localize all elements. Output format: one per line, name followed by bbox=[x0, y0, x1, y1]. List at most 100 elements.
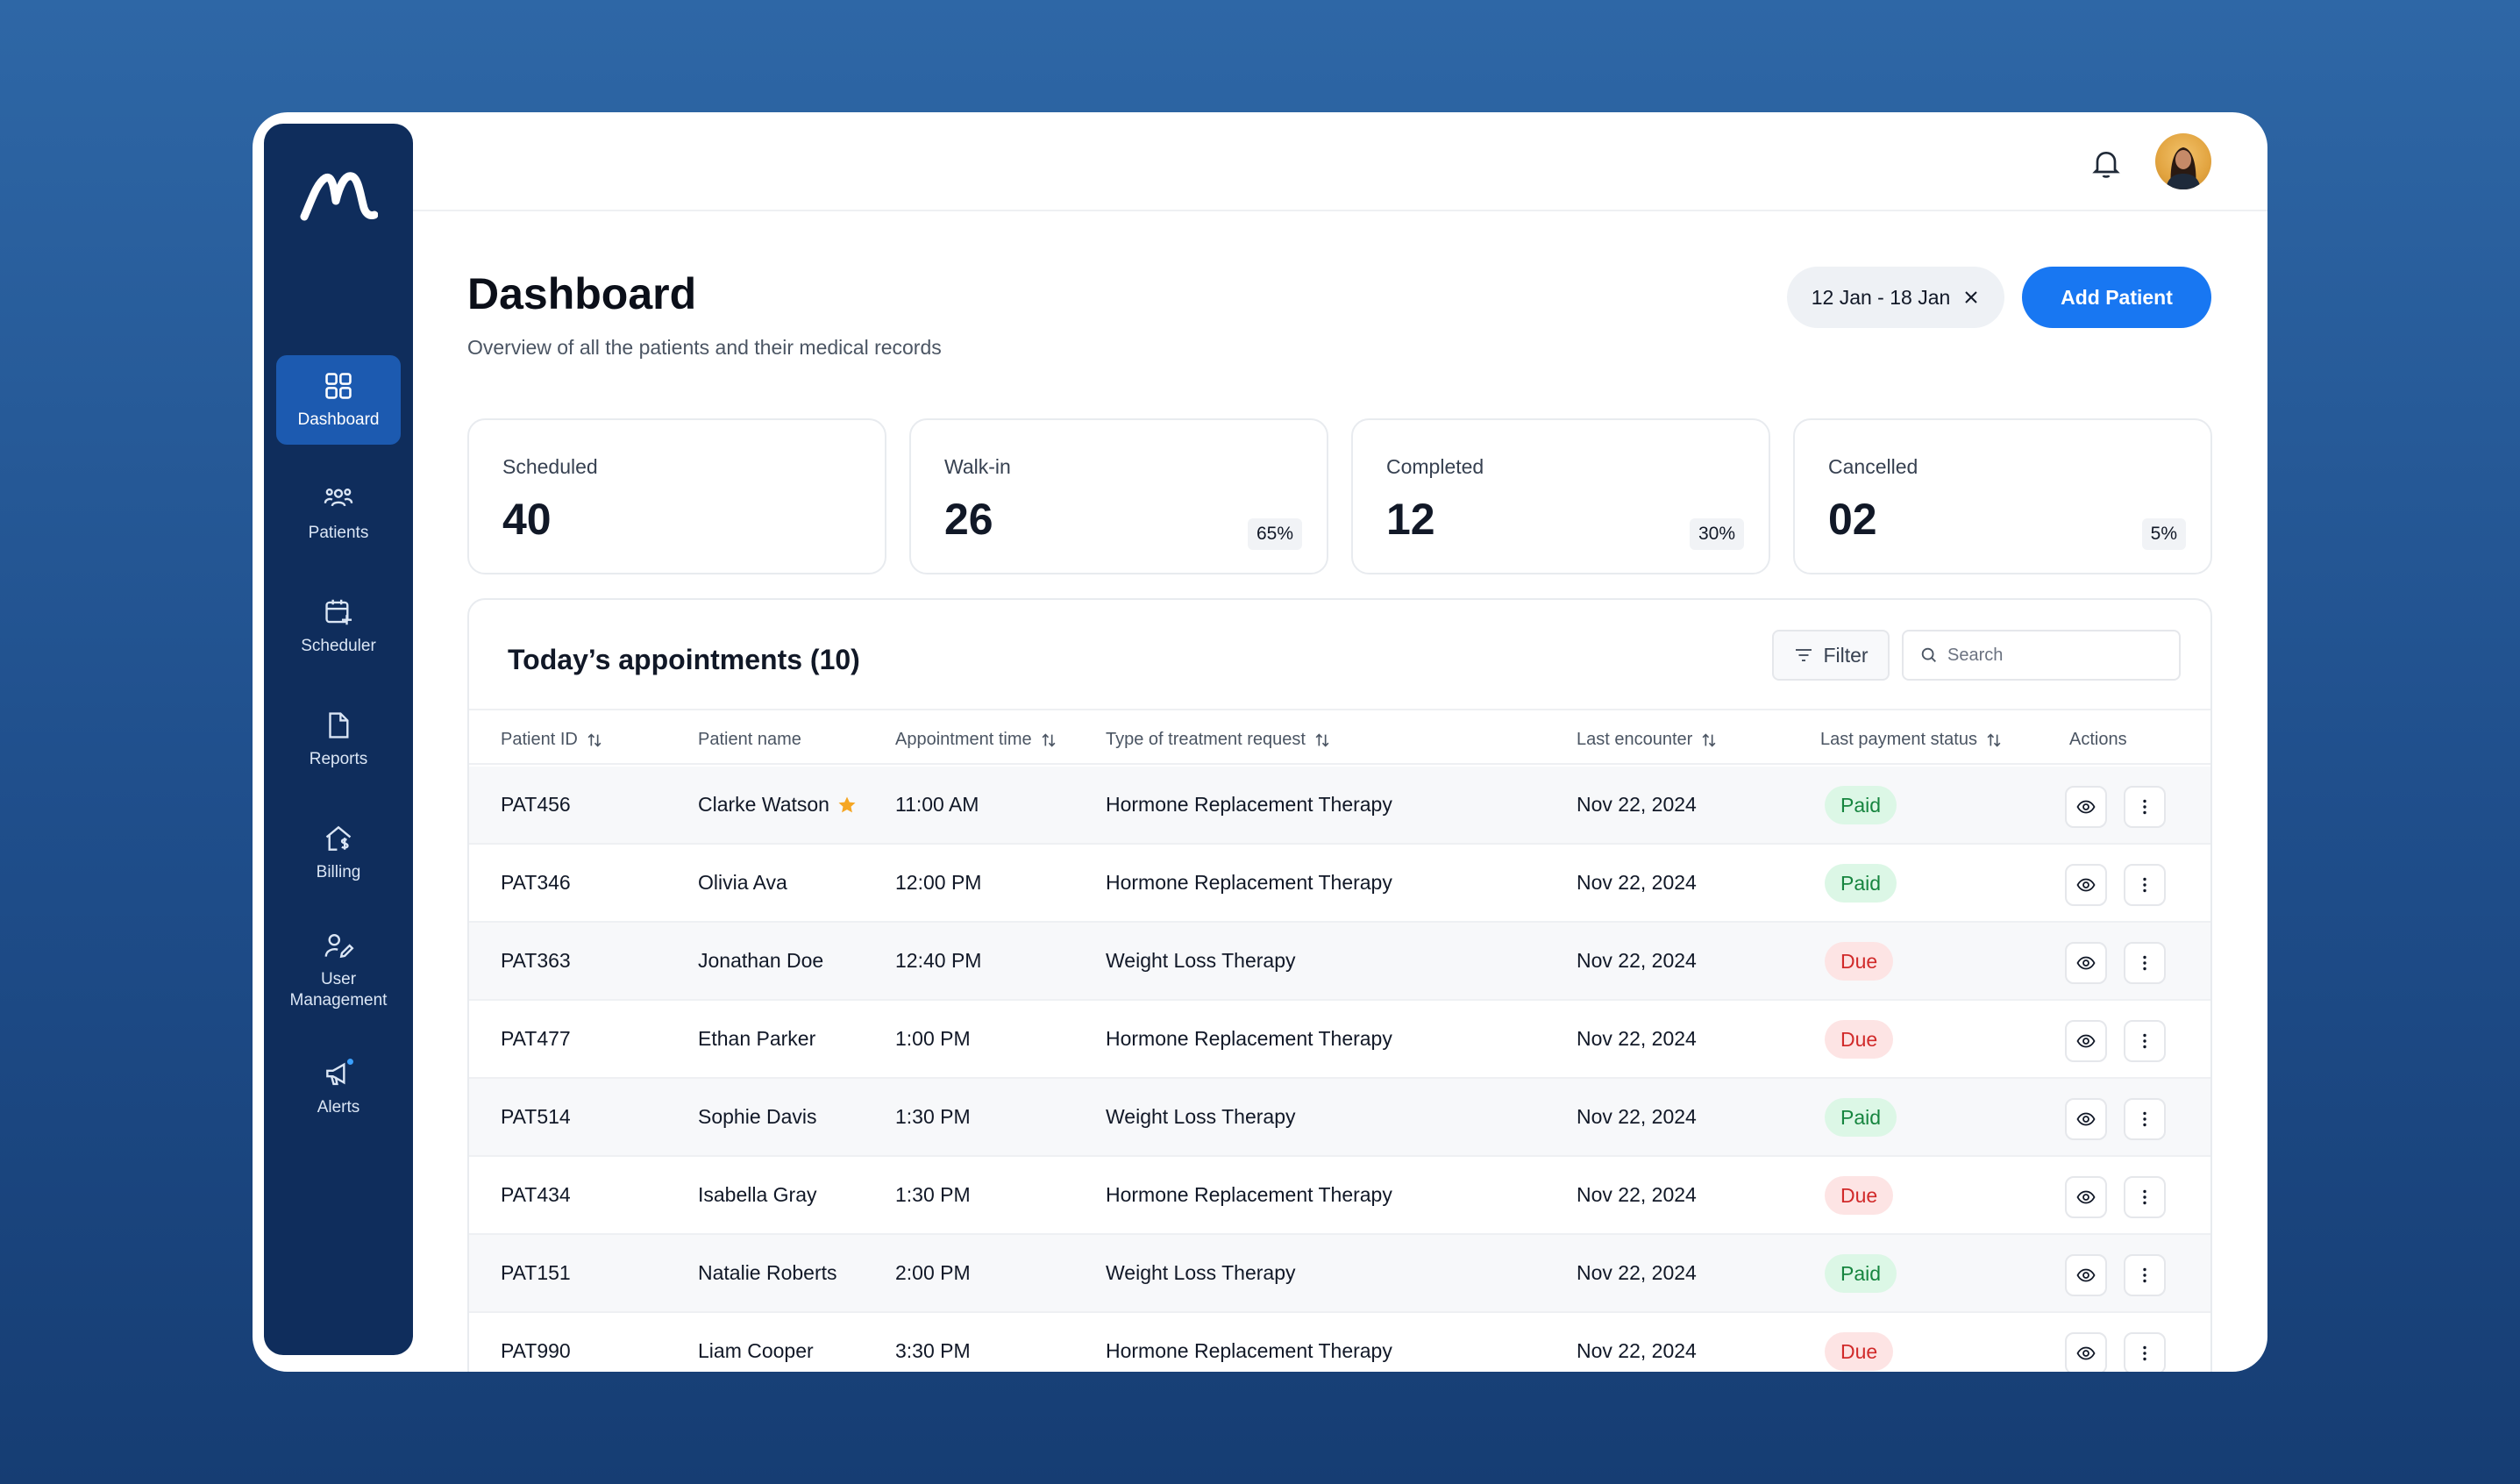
star-icon bbox=[838, 796, 856, 812]
users-icon bbox=[324, 489, 353, 507]
view-button[interactable] bbox=[2065, 1332, 2107, 1372]
column-header[interactable]: Last payment status bbox=[1820, 730, 2004, 750]
more-options-button[interactable] bbox=[2124, 1332, 2166, 1372]
page-subtitle: Overview of all the patients and their m… bbox=[467, 336, 942, 359]
filter-label: Filter bbox=[1823, 643, 1869, 667]
sidebar-item-label: Billing bbox=[316, 863, 361, 881]
column-header[interactable]: Last encounter bbox=[1577, 730, 1719, 750]
cell-appointment-time: 12:40 PM bbox=[895, 949, 982, 972]
sidebar-item-patients[interactable]: Patients bbox=[276, 468, 401, 558]
table-title: Today’s appointments (10) bbox=[508, 644, 860, 675]
patient-name-text: Olivia Ava bbox=[698, 871, 787, 894]
table-row[interactable]: PAT346 Olivia Ava 12:00 PM Hormone Replacem… bbox=[469, 845, 2210, 923]
cell-patient-id: PAT363 bbox=[501, 949, 571, 972]
table-row[interactable]: PAT990 Liam Cooper 3:30 PM Hormone Replacem… bbox=[469, 1313, 2210, 1372]
cell-last-encounter: Nov 22, 2024 bbox=[1577, 1027, 1697, 1050]
cell-last-encounter: Nov 22, 2024 bbox=[1577, 1183, 1697, 1206]
stat-percentage: 5% bbox=[2141, 518, 2186, 550]
table-row[interactable]: PAT477 Ethan Parker 1:00 PM Hormone Replace… bbox=[469, 1001, 2210, 1079]
brand-logo bbox=[300, 172, 378, 221]
sidebar-item-dashboard[interactable]: Dashboard bbox=[276, 355, 401, 445]
close-icon[interactable] bbox=[1962, 289, 1980, 306]
view-button[interactable] bbox=[2065, 1020, 2107, 1062]
cell-appointment-time: 3:30 PM bbox=[895, 1339, 971, 1362]
more-options-button[interactable] bbox=[2124, 942, 2166, 984]
view-button[interactable] bbox=[2065, 786, 2107, 828]
status-badge: Paid bbox=[1825, 1254, 1897, 1293]
sidebar-item-label: Alerts bbox=[317, 1098, 360, 1117]
patient-name-text: Jonathan Doe bbox=[698, 949, 824, 972]
cell-appointment-time: 11:00 AM bbox=[895, 793, 979, 816]
sort-icon[interactable] bbox=[1699, 731, 1719, 750]
sort-icon[interactable] bbox=[585, 731, 604, 750]
column-header-label: Last payment status bbox=[1820, 730, 1977, 749]
view-button[interactable] bbox=[2065, 864, 2107, 906]
more-vertical-icon bbox=[2143, 1111, 2146, 1127]
more-vertical-icon bbox=[2143, 1189, 2146, 1205]
patient-name-text: Liam Cooper bbox=[698, 1339, 814, 1362]
table-row[interactable]: PAT434 Isabella Gray 1:30 PM Hormone Replac… bbox=[469, 1157, 2210, 1235]
more-options-button[interactable] bbox=[2124, 1254, 2166, 1296]
column-header[interactable]: Type of treatment request bbox=[1106, 730, 1332, 750]
more-vertical-icon bbox=[2143, 1267, 2146, 1283]
status-badge: Due bbox=[1825, 1332, 1894, 1371]
more-options-button[interactable] bbox=[2124, 1020, 2166, 1062]
more-vertical-icon bbox=[2143, 955, 2146, 971]
table-header: Patient ID Patient name Appointment time Ty… bbox=[469, 709, 2210, 765]
more-options-button[interactable] bbox=[2124, 1098, 2166, 1140]
status-badge: Due bbox=[1825, 1176, 1894, 1215]
add-patient-button[interactable]: Add Patient bbox=[2022, 267, 2211, 328]
sidebar-item-billing[interactable]: Billing bbox=[276, 808, 401, 897]
stat-value: 02 bbox=[1828, 495, 1877, 544]
search-input[interactable] bbox=[1947, 645, 2158, 666]
sidebar-nav: Dashboard Patients Scheduler bbox=[276, 355, 401, 1156]
sidebar-item-user-management[interactable]: User Management bbox=[276, 921, 401, 1019]
column-header-label: Actions bbox=[2069, 730, 2127, 749]
eye-icon bbox=[2076, 800, 2096, 814]
stat-percentage: 30% bbox=[1689, 518, 1744, 550]
patient-name-text: Ethan Parker bbox=[698, 1027, 816, 1050]
eye-icon bbox=[2076, 1346, 2096, 1360]
table-row[interactable]: PAT514 Sophie Davis 1:30 PM Weight Loss The… bbox=[469, 1079, 2210, 1157]
bell-icon[interactable] bbox=[2089, 146, 2124, 181]
more-options-button[interactable] bbox=[2124, 864, 2166, 906]
table-row[interactable]: PAT151 Natalie Roberts 2:00 PM Weight Loss … bbox=[469, 1235, 2210, 1313]
date-range-chip[interactable]: 12 Jan - 18 Jan bbox=[1787, 267, 2004, 328]
column-header[interactable]: Appointment time bbox=[895, 730, 1058, 750]
cell-treatment: Weight Loss Therapy bbox=[1106, 1261, 1296, 1284]
sort-icon[interactable] bbox=[1984, 731, 2004, 750]
cell-patient-id: PAT990 bbox=[501, 1339, 571, 1362]
sort-icon[interactable] bbox=[1039, 731, 1058, 750]
sidebar-item-alerts[interactable]: Alerts bbox=[276, 1043, 401, 1132]
column-header: Patient name bbox=[698, 730, 801, 750]
stat-value: 40 bbox=[502, 495, 552, 544]
more-vertical-icon bbox=[2143, 1345, 2146, 1361]
column-header[interactable]: Patient ID bbox=[501, 730, 604, 750]
filter-icon bbox=[1796, 649, 1812, 661]
eye-icon bbox=[2076, 878, 2096, 892]
patient-name-text: Isabella Gray bbox=[698, 1183, 817, 1206]
view-button[interactable] bbox=[2065, 1176, 2107, 1218]
view-button[interactable] bbox=[2065, 1254, 2107, 1296]
stat-label: Scheduled bbox=[502, 455, 598, 478]
cell-treatment: Hormone Replacement Therapy bbox=[1106, 793, 1392, 816]
table-row[interactable]: PAT363 Jonathan Doe 12:40 PM Weight Loss Th… bbox=[469, 923, 2210, 1001]
date-range-label: 12 Jan - 18 Jan bbox=[1811, 285, 1951, 309]
sidebar-item-scheduler[interactable]: Scheduler bbox=[276, 581, 401, 671]
column-header-label: Last encounter bbox=[1577, 730, 1693, 749]
top-bar bbox=[413, 112, 2267, 211]
more-options-button[interactable] bbox=[2124, 786, 2166, 828]
more-options-button[interactable] bbox=[2124, 1176, 2166, 1218]
calendar-plus-icon bbox=[325, 599, 352, 625]
sort-icon[interactable] bbox=[1313, 731, 1332, 750]
status-badge: Paid bbox=[1825, 786, 1897, 824]
avatar[interactable] bbox=[2155, 133, 2211, 189]
view-button[interactable] bbox=[2065, 1098, 2107, 1140]
view-button[interactable] bbox=[2065, 942, 2107, 984]
table-row[interactable]: PAT456 Clarke Watson 11:00 AM Hormone Repla… bbox=[469, 767, 2210, 845]
sidebar-item-reports[interactable]: Reports bbox=[276, 695, 401, 784]
cell-appointment-time: 2:00 PM bbox=[895, 1261, 971, 1284]
filter-button[interactable]: Filter bbox=[1772, 630, 1890, 681]
search-box[interactable] bbox=[1902, 630, 2181, 681]
stat-label: Completed bbox=[1386, 455, 1484, 478]
